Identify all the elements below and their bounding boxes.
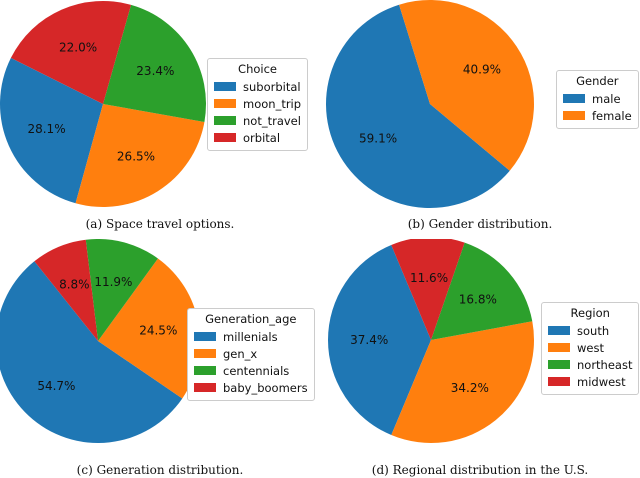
chart-panel-a: 28.1% 26.5% 23.4% 22.0% Choice suborbital moo… [0, 0, 320, 239]
legend-title: Region [570, 306, 610, 320]
pie-slice-northeast [431, 242, 533, 340]
legend-item-west: west [548, 339, 632, 356]
slice-label-gen_x: 24.5% [139, 324, 177, 338]
slice-label-not_travel: 23.4% [136, 64, 174, 78]
legend-label: female [592, 108, 632, 123]
legend-swatch [194, 366, 216, 375]
legend-swatch [548, 343, 570, 352]
pie-slice-west [391, 321, 534, 443]
legend-label: northeast [577, 357, 633, 372]
caption-a: (a) Space travel options. [85, 217, 235, 231]
legend-label: gen_x [223, 346, 258, 361]
legend-item-female: female [563, 107, 632, 124]
legend-item-orbital: orbital [214, 129, 301, 146]
pie-chart-c: 54.7% 24.5% 11.9% 8.8% [0, 239, 200, 443]
slice-label-northeast: 16.8% [459, 293, 497, 307]
pie-slice-moon_trip [75, 104, 205, 207]
legend-label: not_travel [243, 113, 301, 128]
legend-c: Generation_age millenials gen_x centennials… [187, 308, 315, 401]
legend-swatch [563, 94, 585, 103]
caption-c: (c) Generation distribution. [76, 463, 244, 477]
pie-slice-suborbital [0, 57, 103, 204]
slice-label-west: 34.2% [451, 381, 489, 395]
chart-panel-b: 59.1% 40.9% Gender male female (b) Gender d… [320, 0, 640, 239]
pie-chart-a: 28.1% 26.5% 23.4% 22.0% [0, 1, 206, 207]
legend-swatch [563, 111, 585, 120]
legend-swatch [214, 99, 236, 108]
pie-slice-south [328, 244, 431, 436]
pie-slice-millenials [0, 261, 183, 443]
legend-swatch [548, 326, 570, 335]
legend-label: orbital [243, 130, 281, 145]
slice-label-south: 37.4% [350, 333, 388, 347]
legend-swatch [214, 133, 236, 142]
slice-label-midwest: 11.6% [410, 271, 448, 285]
legend-label: baby_boomers [223, 380, 308, 395]
legend-item-not_travel: not_travel [214, 112, 301, 129]
pie-slice-gen_x [98, 258, 200, 399]
pie-chart-d: 37.4% 34.2% 16.8% 11.6% [328, 239, 534, 443]
legend-item-suborbital: suborbital [214, 78, 301, 95]
slice-label-moon_trip: 26.5% [117, 149, 155, 163]
caption-b: (b) Gender distribution. [407, 217, 553, 231]
legend-label: west [577, 340, 604, 355]
pie-slice-female [399, 0, 534, 171]
legend-item-millenials: millenials [194, 328, 308, 345]
caption-d: (d) Regional distribution in the U.S. [371, 463, 589, 477]
pie-slice-baby_boomers [34, 239, 98, 341]
pie-chart-b: 59.1% 40.9% [326, 0, 534, 208]
legend-item-male: male [563, 90, 632, 107]
legend-swatch [194, 332, 216, 341]
legend-label: midwest [577, 374, 626, 389]
legend-item-moon_trip: moon_trip [214, 95, 301, 112]
legend-item-northeast: northeast [548, 356, 632, 373]
slice-label-female: 40.9% [463, 62, 501, 76]
legend-label: moon_trip [243, 96, 302, 111]
pie-slice-not_travel [103, 4, 206, 122]
legend-swatch [214, 116, 236, 125]
slice-label-baby_boomers: 8.8% [59, 278, 90, 292]
slice-label-orbital: 22.0% [59, 40, 97, 54]
pie-slice-midwest [391, 239, 465, 340]
legend-title: Choice [238, 62, 277, 76]
legend-title: Generation_age [205, 312, 297, 326]
legend-swatch [214, 82, 236, 91]
legend-d: Region south west northeast midwest [541, 302, 640, 395]
legend-swatch [194, 383, 216, 392]
legend-label: suborbital [243, 79, 301, 94]
slice-label-millenials: 54.7% [37, 379, 75, 393]
legend-item-centennials: centennials [194, 362, 308, 379]
pie-slice-centennials [85, 239, 158, 341]
slice-label-centennials: 11.9% [94, 275, 132, 289]
legend-swatch [194, 349, 216, 358]
legend-label: centennials [223, 363, 290, 378]
slice-label-male: 59.1% [359, 132, 397, 146]
legend-item-south: south [548, 322, 632, 339]
legend-label: millenials [223, 329, 278, 344]
pie-slice-male [326, 4, 510, 208]
legend-swatch [548, 377, 570, 386]
legend-item-midwest: midwest [548, 373, 632, 390]
chart-panel-d: 37.4% 34.2% 16.8% 11.6% Region south west nort… [320, 239, 640, 478]
legend-title: Gender [576, 74, 619, 88]
legend-item-gen_x: gen_x [194, 345, 308, 362]
slice-label-suborbital: 28.1% [27, 122, 65, 136]
legend-b: Gender male female [556, 70, 639, 129]
legend-label: male [592, 91, 621, 106]
legend-swatch [548, 360, 570, 369]
legend-item-baby_boomers: baby_boomers [194, 379, 308, 396]
legend-label: south [577, 323, 610, 338]
pie-slice-orbital [10, 1, 132, 105]
